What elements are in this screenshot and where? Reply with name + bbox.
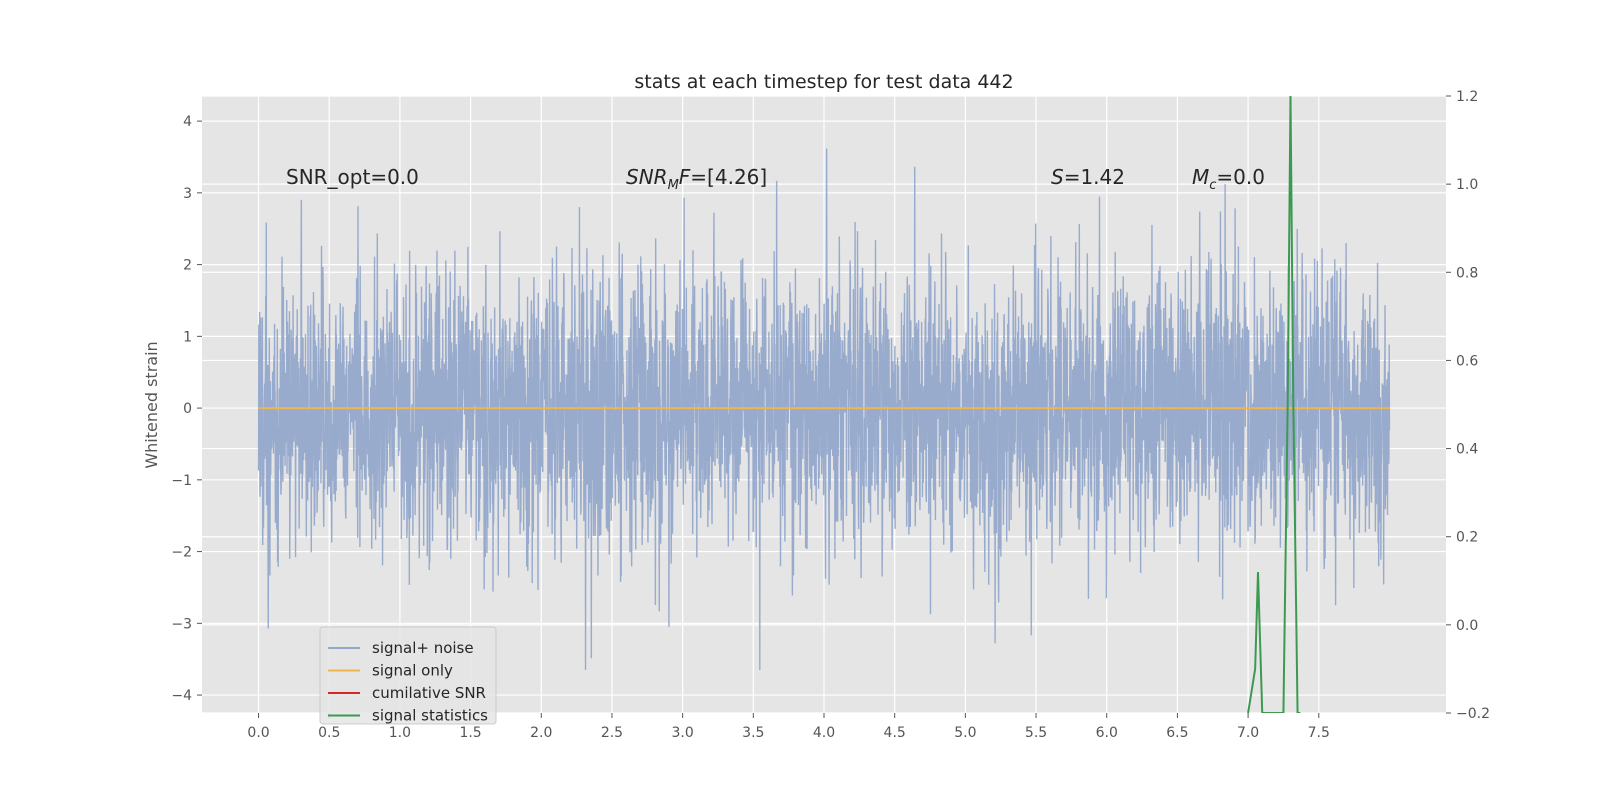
y2-tick-label: 0.2 — [1456, 530, 1478, 546]
y-tick-label: 2 — [183, 258, 192, 274]
x-tick-label: 3.0 — [672, 725, 694, 741]
annotation-snr-mf: SNRMF=[4.26] — [626, 165, 767, 193]
annotation-mc: Mc=0.0 — [1192, 165, 1265, 193]
y2-tick-label: 0.4 — [1456, 442, 1478, 458]
x-tick-label: 2.0 — [530, 725, 552, 741]
y2-tick-label: 0.0 — [1456, 618, 1478, 634]
y-tick-label: 4 — [183, 114, 192, 130]
signal-lines — [258, 96, 1390, 713]
chart-title: stats at each timestep for test data 442 — [634, 71, 1013, 93]
annotation-s: S=1.42 — [1051, 165, 1125, 189]
legend-label: signal only — [372, 662, 453, 680]
legend-label: cumilative SNR — [372, 684, 486, 702]
legend: signal+ noise signal only cumilative SNR si… — [319, 626, 497, 725]
series-signal-noise — [257, 148, 1391, 670]
x-tick-label: 4.0 — [813, 725, 835, 741]
annotation-snr-opt: SNR_opt=0.0 — [286, 165, 419, 189]
legend-label: signal+ noise — [372, 639, 474, 657]
x-tick-label: 1.5 — [459, 725, 481, 741]
y-tick-label: −1 — [171, 473, 192, 489]
y-tick-label: −4 — [171, 688, 192, 704]
x-tick-label: 4.5 — [884, 725, 906, 741]
x-tick-label: 6.5 — [1166, 725, 1188, 741]
y-tick-label: −3 — [171, 616, 192, 632]
signal-noise-series — [257, 148, 1391, 670]
y-axis-ticks: −4 −3 −2 −1 0 1 2 3 4 — [171, 114, 202, 704]
y-tick-label: −2 — [171, 545, 192, 561]
y-tick-label: 1 — [183, 329, 192, 345]
x-tick-label: 7.5 — [1308, 725, 1330, 741]
y2-axis-ticks: −0.2 0.0 0.2 0.4 0.6 0.8 1.0 1.2 — [1446, 89, 1490, 722]
y2-tick-label: 0.6 — [1456, 353, 1478, 369]
x-tick-label: 6.0 — [1096, 725, 1118, 741]
x-tick-label: 2.5 — [601, 725, 623, 741]
x-tick-label: 7.0 — [1237, 725, 1259, 741]
x-tick-label: 5.0 — [954, 725, 976, 741]
legend-box — [319, 626, 497, 725]
x-tick-label: 0.0 — [247, 725, 269, 741]
y-tick-label: 0 — [183, 401, 192, 417]
y2-tick-label: 1.0 — [1456, 177, 1478, 193]
x-tick-label: 1.0 — [389, 725, 411, 741]
y2-tick-label: −0.2 — [1456, 706, 1490, 722]
y2-tick-label: 1.2 — [1456, 89, 1478, 105]
x-tick-label: 5.5 — [1025, 725, 1047, 741]
y2-tick-label: 0.8 — [1456, 265, 1478, 281]
x-tick-label: 3.5 — [742, 725, 764, 741]
series-signal-statistics — [1247, 96, 1301, 713]
y-tick-label: 3 — [183, 186, 192, 202]
x-axis-ticks: 0.0 0.5 1.0 1.5 2.0 2.5 3.0 3.5 4.0 4.5 5.0 5.5 6.0 6… — [247, 713, 1330, 741]
legend-label: signal statistics — [372, 707, 488, 725]
x-tick-label: 0.5 — [318, 725, 340, 741]
y-axis-label: Whitened strain — [142, 341, 161, 468]
